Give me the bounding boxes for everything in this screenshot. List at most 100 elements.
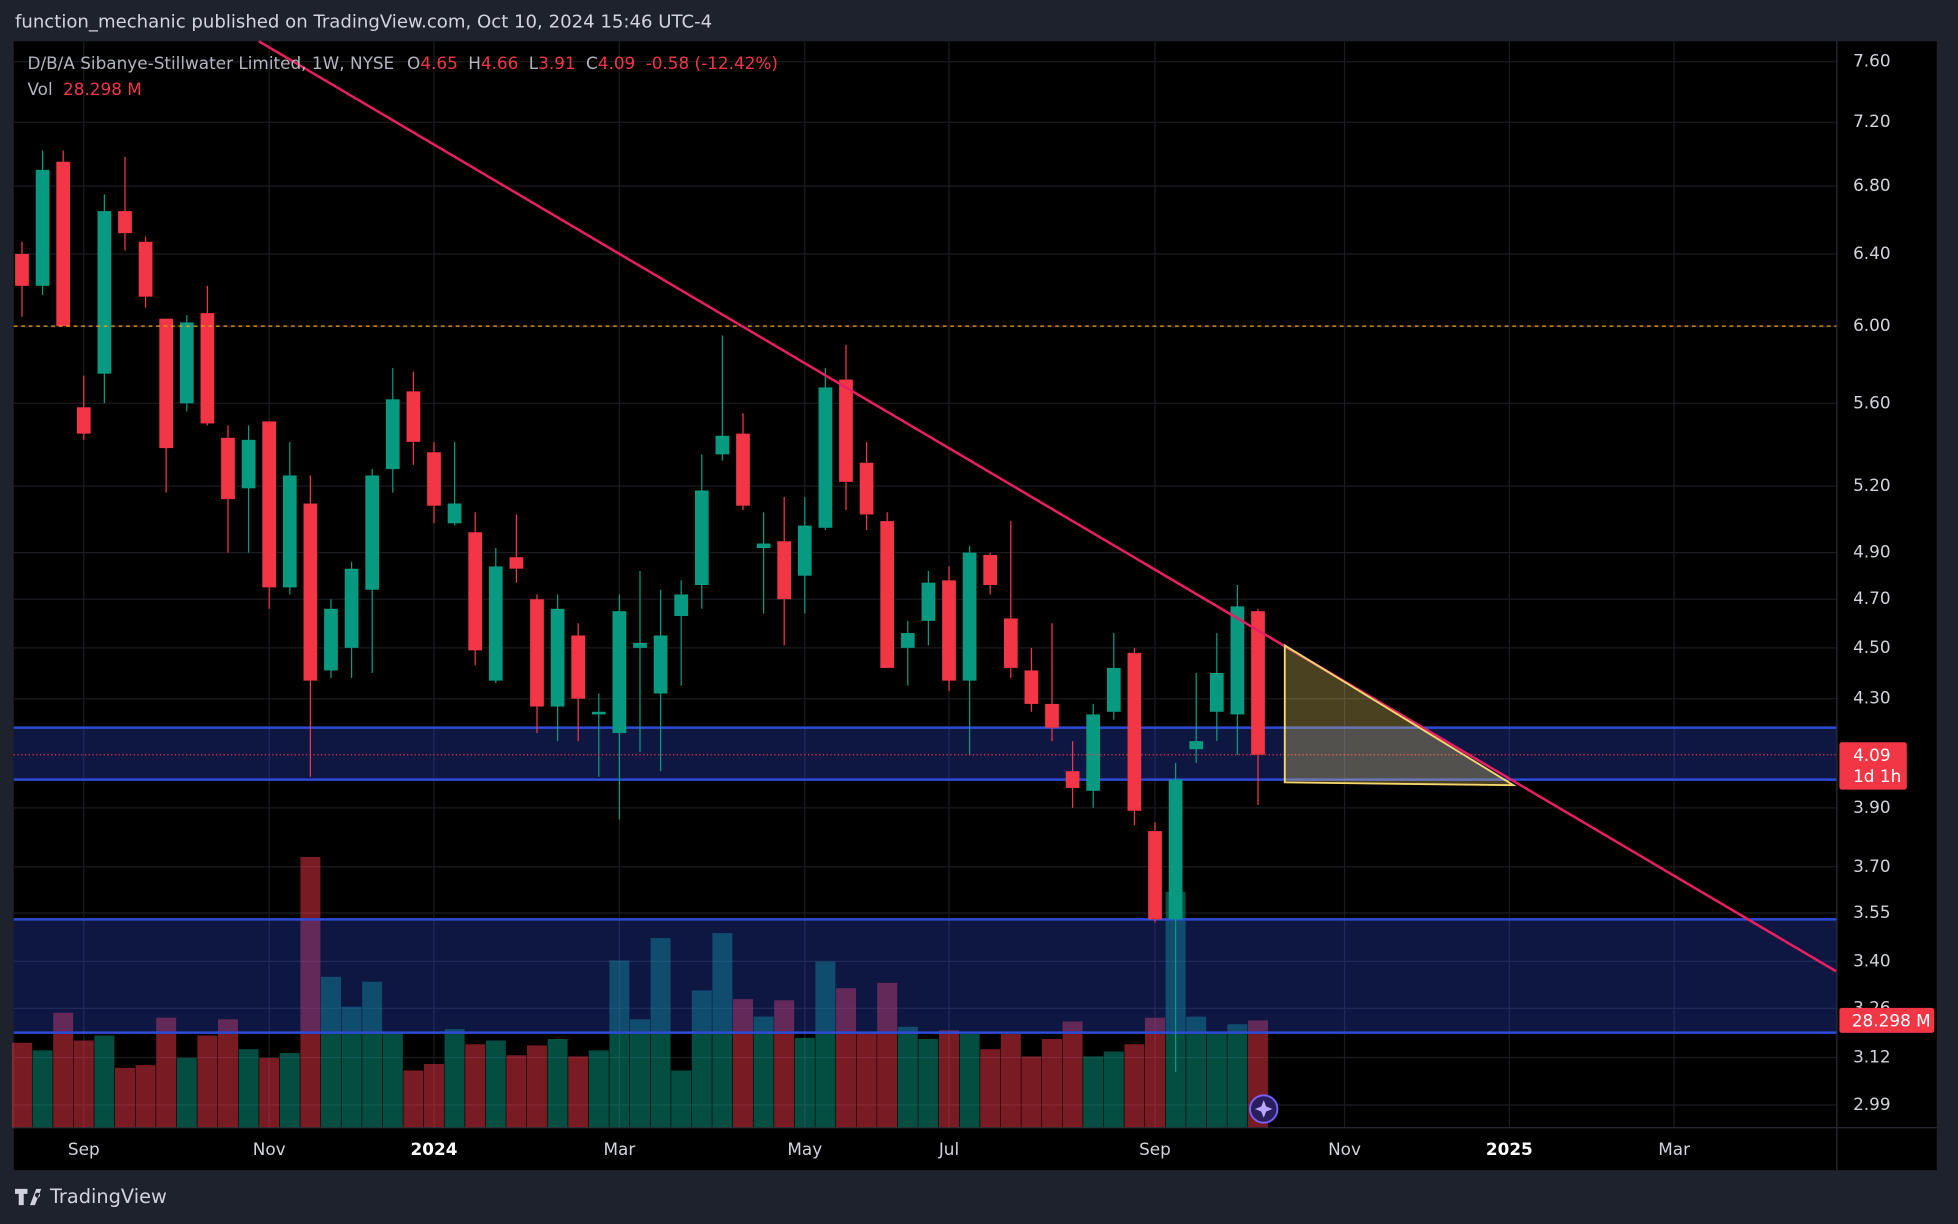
volume-bar [197,1035,218,1128]
y-tick-label: 6.00 [1853,315,1891,335]
candle-body [694,490,709,586]
volume-bar [959,1034,980,1128]
x-tick-label: Nov [1328,1139,1361,1159]
candle-body [385,399,400,470]
candle-body [859,462,874,515]
y-tick-label: 7.20 [1853,111,1891,131]
volume-bar [362,981,383,1128]
candle-body [365,475,380,590]
x-tick-label: 2025 [1486,1139,1533,1159]
volume-bar [444,1029,465,1128]
volume-bar [568,1056,589,1128]
volume-bar [53,1012,74,1128]
volume-bar [836,988,856,1128]
candle-body [880,521,895,668]
volume-bar [526,1045,547,1128]
candle-body [983,554,998,586]
volume-bar [1000,1034,1021,1128]
candle-body [138,241,153,297]
volume-bar [32,1050,53,1128]
y-tick-label: 3.40 [1853,950,1891,970]
volume-box [1839,1007,1935,1033]
candle-body [1168,779,1183,920]
candle-body [674,594,689,617]
y-tick-label: 4.70 [1853,588,1891,608]
change: -0.58 (-12.42%) [646,53,778,73]
x-tick-label: Sep [1139,1139,1171,1159]
countdown: 1d 1h [1853,766,1901,786]
volume-label: 28.298 M [1852,1011,1931,1031]
candle-body [921,582,936,621]
volume-bar [176,1057,197,1128]
candle-body [839,379,853,482]
y-tick-label: 5.60 [1853,392,1891,412]
candle-body [1086,714,1101,791]
legend-line: D/B/A Sibanye-Stillwater Limited, 1W, NY… [27,53,778,73]
y-tick-label: 4.50 [1853,637,1891,657]
y-tick-label: 7.60 [1853,51,1891,71]
candle-body [653,635,668,694]
volume-bar [300,856,321,1128]
candle-body [818,387,833,528]
volume-bar [320,976,341,1128]
volume-bar [753,1016,774,1128]
volume-bar [671,1070,692,1128]
candle-body [488,566,503,681]
y-tick-label: 3.55 [1853,902,1891,922]
candle-body [303,503,318,681]
candle-body [324,608,338,671]
x-tick-label: Jul [938,1139,959,1159]
volume-bar [733,999,753,1128]
candle-body [1230,606,1245,715]
volume-bar [114,1067,135,1128]
volume-bar [485,1040,506,1128]
volume-bar [815,961,836,1128]
candle-body [633,642,647,648]
zone [13,919,1837,1033]
c-label: C [586,53,598,73]
volume-bar [629,1019,650,1128]
volume-bar [794,1037,815,1128]
candle-body [777,541,792,600]
candle-body [118,211,132,234]
y-tick-label: 3.70 [1853,856,1891,876]
candle-body [509,557,524,569]
y-tick-label: 6.80 [1853,175,1891,195]
volume-bar [897,1026,918,1128]
candle-body [1209,672,1224,712]
volume-bar [691,990,712,1128]
y-tick-label: 5.20 [1853,475,1891,495]
volume-bar [94,1035,115,1128]
volume-bar [403,1070,424,1128]
volume-bar [11,1042,32,1128]
volume-bar [712,933,733,1128]
x-tick-label: Mar [1658,1139,1690,1159]
candle-body [1024,670,1039,704]
volume-legend: Vol 28.298 M [27,79,141,99]
volume-bar [1145,1017,1165,1128]
candle-body [942,580,956,681]
volume-bar [279,1053,300,1128]
x-tick-label: 2024 [411,1139,458,1159]
candle-body [447,503,462,524]
volume-bar [980,1049,1001,1128]
candle-body [179,322,194,404]
volume-bar [73,1040,94,1128]
y-tick-label: 2.99 [1853,1094,1891,1114]
candle-body [591,711,606,715]
candle-body [612,611,627,734]
candle-body [1106,667,1121,712]
volume-bar [465,1044,486,1128]
volume-bar [238,1049,259,1128]
candle-body [427,452,441,506]
volume-bar [423,1064,444,1128]
candle-body [715,435,730,455]
last-price-box [1839,742,1907,790]
volume-bar [341,1006,362,1128]
volume-bar [1083,1056,1104,1128]
x-tick-label: Nov [253,1139,286,1159]
o-value: 4.65 [420,53,458,73]
h-label: H [468,53,481,73]
volume-bar [939,1030,959,1128]
volume-bar [856,1031,877,1128]
